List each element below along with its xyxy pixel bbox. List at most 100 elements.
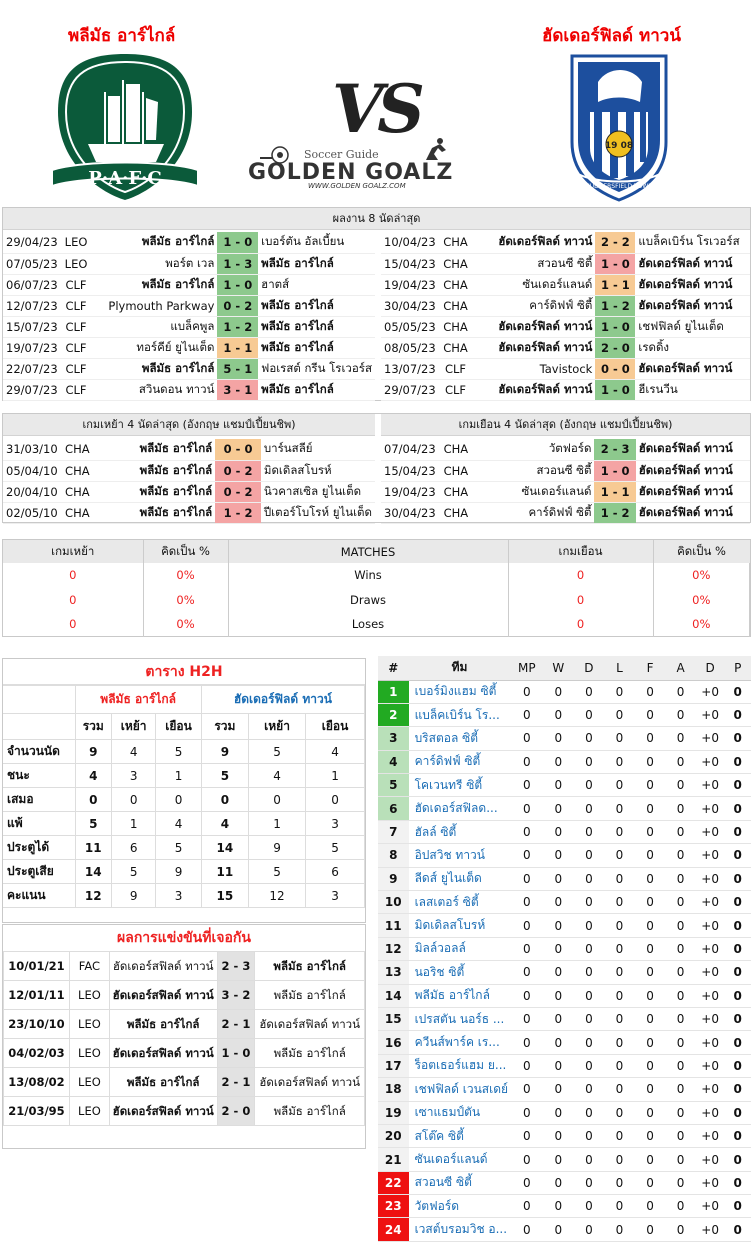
match-row[interactable]: 30/04/23 CHA คาร์ดิฟฟ์ ซิตี้ 1 - 2 ฮัดเดอร์ฟ… xyxy=(381,295,750,316)
match-row[interactable]: 15/07/23 CLF แบล็คพูล 1 - 2 พลีมัธ อาร์ไกล์ xyxy=(3,316,375,337)
standings-team[interactable]: เลสเตอร์ ซิตี้ xyxy=(408,890,511,915)
standings-row[interactable]: 10 เลสเตอร์ ซิตี้ 0 0 0 0 0 0 +0 0 xyxy=(378,890,751,915)
standings-team[interactable]: เปรสตัน นอร์ธ ... xyxy=(408,1007,511,1032)
standings-team[interactable]: ซันเดอร์แลนด์ xyxy=(408,1147,511,1172)
standings-row[interactable]: 14 พลีมัธ อาร์ไกล์ 0 0 0 0 0 0 +0 0 xyxy=(378,984,751,1008)
standings-row[interactable]: 23 วัตฟอร์ด 0 0 0 0 0 0 +0 0 xyxy=(378,1194,751,1219)
match-row[interactable]: 08/05/23 CHA ฮัดเดอร์ฟิลด์ ทาวน์ 2 - 0 เรดดิ… xyxy=(381,337,750,358)
standings-team[interactable]: นอริช ซิตี้ xyxy=(408,960,511,985)
standings-row[interactable]: 20 สโต๊ค ซิตี้ 0 0 0 0 0 0 +0 0 xyxy=(378,1124,751,1149)
meeting-row[interactable]: 04/02/03 LEO ฮัดเดอร์สฟิลด์ ทาวน์ 1 - 0 พลีม… xyxy=(3,1038,365,1068)
standings-col-head[interactable]: A xyxy=(665,656,696,681)
standings-row[interactable]: 22 สวอนซี ซิตี้ 0 0 0 0 0 0 +0 0 xyxy=(378,1171,751,1196)
match-row[interactable]: 30/04/23 CHA คาร์ดิฟฟ์ ซิตี้ 1 - 2 ฮัดเดอร์ฟ… xyxy=(381,502,750,523)
standings-col-head[interactable]: D xyxy=(573,656,605,681)
standings-team[interactable]: เชฟฟิลด์ เวนสเดย์ xyxy=(408,1077,511,1102)
standings-w: 0 xyxy=(543,680,574,704)
meeting-row[interactable]: 13/08/02 LEO พลีมัธ อาร์ไกล์ 2 - 1 ฮัดเดอร์ส… xyxy=(3,1067,365,1097)
standings-col-head[interactable]: MP xyxy=(510,656,544,681)
match-row[interactable]: 10/04/23 CHA ฮัดเดอร์ฟิลด์ ทาวน์ 2 - 2 แบล็ค… xyxy=(381,232,750,253)
standings-team[interactable]: มิดเดิลสโบรห์ xyxy=(408,913,511,938)
match-row[interactable]: 02/05/10 CHA พลีมัธ อาร์ไกล์ 1 - 2 ปีเตอร์โบ… xyxy=(3,502,375,523)
meeting-row[interactable]: 10/01/21 FAC ฮัดเดอร์สฟิลด์ ทาวน์ 2 - 3 พลีม… xyxy=(3,951,365,981)
match-row[interactable]: 29/07/23 CLF ฮัดเดอร์ฟิลด์ ทาวน์ 1 - 0 ฮีเรน… xyxy=(381,379,750,400)
match-row[interactable]: 19/04/23 CHA ซันเดอร์แลนด์ 1 - 1 ฮัดเดอร์ฟิล… xyxy=(381,481,750,502)
match-row[interactable]: 05/04/10 CHA พลีมัธ อาร์ไกล์ 0 - 2 มิดเดิลสโ… xyxy=(3,460,375,481)
away-team-name[interactable]: ฮัดเดอร์ฟิลด์ ทาวน์ xyxy=(542,26,681,46)
standings-row[interactable]: 2 แบล็คเบิร์น โร... 0 0 0 0 0 0 +0 0 xyxy=(378,703,751,728)
match-row[interactable]: 06/07/23 CLF พลีมัธ อาร์ไกล์ 1 - 0 ฮาตส์ xyxy=(3,274,375,295)
match-row[interactable]: 31/03/10 CHA พลีมัธ อาร์ไกล์ 0 - 0 บาร์นสลีย… xyxy=(3,439,375,460)
standings-col-head[interactable]: L xyxy=(604,656,635,681)
standings-row[interactable]: 5 โคเวนทรี ซิตี้ 0 0 0 0 0 0 +0 0 xyxy=(378,773,751,798)
standings-row[interactable]: 7 ฮัลล์ ซิตี้ 0 0 0 0 0 0 +0 0 xyxy=(378,820,751,845)
match-row[interactable]: 07/04/23 CHA วัตฟอร์ด 2 - 3 ฮัดเดอร์ฟิลด์ ทา… xyxy=(381,439,750,460)
meeting-row[interactable]: 21/03/95 LEO ฮัดเดอร์สฟิลด์ ทาวน์ 2 - 0 พลีม… xyxy=(3,1096,365,1126)
standings-row[interactable]: 11 มิดเดิลสโบรห์ 0 0 0 0 0 0 +0 0 xyxy=(378,913,751,938)
standings-p: 0 xyxy=(724,1124,751,1149)
standings-row[interactable]: 13 นอริช ซิตี้ 0 0 0 0 0 0 +0 0 xyxy=(378,960,751,985)
standings-row[interactable]: 3 บริสตอล ซิตี้ 0 0 0 0 0 0 +0 0 xyxy=(378,726,751,751)
match-row[interactable]: 12/07/23 CLF Plymouth Parkway 0 - 2 พลีมัธ อ… xyxy=(3,295,375,316)
match-row[interactable]: 15/04/23 CHA สวอนซี ซิตี้ 1 - 0 ฮัดเดอร์ฟิลด… xyxy=(381,253,750,274)
standings-team[interactable]: เบอร์มิงแฮม ซิตี้ xyxy=(408,680,511,704)
standings-col-head[interactable]: D xyxy=(695,656,725,681)
standings-row[interactable]: 9 ลีดส์ ยูไนเต็ด 0 0 0 0 0 0 +0 0 xyxy=(378,867,751,892)
match-row[interactable]: 19/04/23 CHA ซันเดอร์แลนด์ 1 - 1 ฮัดเดอร์ฟิล… xyxy=(381,274,750,295)
standings-team[interactable]: ควีนส์พาร์ค เร... xyxy=(408,1030,511,1055)
standings-row[interactable]: 18 เชฟฟิลด์ เวนสเดย์ 0 0 0 0 0 0 +0 0 xyxy=(378,1077,751,1102)
standings-row[interactable]: 4 คาร์ดิฟฟ์ ซิตี้ 0 0 0 0 0 0 +0 0 xyxy=(378,750,751,775)
standings-row[interactable]: 8 อิปสวิช ทาวน์ 0 0 0 0 0 0 +0 0 xyxy=(378,843,751,868)
standings-col-head[interactable]: P xyxy=(724,656,751,681)
standings-w: 0 xyxy=(543,726,574,751)
standings-row[interactable]: 17 ร็อตเธอร์แฮม ย... 0 0 0 0 0 0 +0 0 xyxy=(378,1054,751,1079)
standings-team[interactable]: โคเวนทรี ซิตี้ xyxy=(408,773,511,798)
standings-row[interactable]: 16 ควีนส์พาร์ค เร... 0 0 0 0 0 0 +0 0 xyxy=(378,1030,751,1055)
standings-col-head[interactable]: W xyxy=(543,656,574,681)
standings-row[interactable]: 21 ซันเดอร์แลนด์ 0 0 0 0 0 0 +0 0 xyxy=(378,1147,751,1172)
standings-team[interactable]: สวอนซี ซิตี้ xyxy=(408,1171,511,1196)
summary-cell: 0% xyxy=(653,563,750,588)
away-side: ฮัดเดอร์ฟิลด์ ทาวน์ xyxy=(638,462,733,477)
standings-col-head[interactable]: ทีม xyxy=(408,656,511,681)
match-row[interactable]: 22/07/23 CLF พลีมัธ อาร์ไกล์ 5 - 1 ฟอเรสต์ ก… xyxy=(3,358,375,379)
match-row[interactable]: 29/04/23 LEO พลีมัธ อาร์ไกล์ 1 - 0 เบอร์ตัน … xyxy=(3,232,375,253)
standings-team[interactable]: แบล็คเบิร์น โร... xyxy=(408,703,511,728)
standings-team[interactable]: บริสตอล ซิตี้ xyxy=(408,726,511,751)
standings-team[interactable]: คาร์ดิฟฟ์ ซิตี้ xyxy=(408,750,511,775)
standings-team[interactable]: ฮัดเดอร์สฟิลด... xyxy=(408,796,511,821)
match-row[interactable]: 19/07/23 CLF ทอร์คีย์ ยูไนเต็ด 1 - 1 พลีมัธ … xyxy=(3,337,375,358)
meetings-table: 10/01/21 FAC ฮัดเดอร์สฟิลด์ ทาวน์ 2 - 3 พลีม… xyxy=(3,951,365,1126)
standings-team[interactable]: พลีมัธ อาร์ไกล์ xyxy=(408,984,511,1008)
match-row[interactable]: 29/07/23 CLF สวินดอน ทาวน์ 3 - 1 พลีมัธ อาร์… xyxy=(3,379,375,400)
home-side: ฮัดเดอร์ฟิลด์ ทาวน์ xyxy=(498,339,593,354)
standings-team[interactable]: ฮัลล์ ซิตี้ xyxy=(408,820,511,845)
standings-team[interactable]: ร็อตเธอร์แฮม ย... xyxy=(408,1054,511,1079)
standings-row[interactable]: 19 เซาแธมป์ตัน 0 0 0 0 0 0 +0 0 xyxy=(378,1101,751,1125)
standings-row[interactable]: 24 เวสต์บรอมวิช อ... 0 0 0 0 0 0 +0 0 xyxy=(378,1217,751,1242)
match-row[interactable]: 15/04/23 CHA สวอนซี ซิตี้ 1 - 0 ฮัดเดอร์ฟิลด… xyxy=(381,460,750,481)
standings-col-head[interactable]: # xyxy=(378,656,409,681)
standings-team[interactable]: สโต๊ค ซิตี้ xyxy=(408,1124,511,1149)
standings-team[interactable]: อิปสวิช ทาวน์ xyxy=(408,843,511,868)
standings-team[interactable]: เซาแธมป์ตัน xyxy=(408,1101,511,1125)
home-team-name[interactable]: พลีมัธ อาร์ไกล์ xyxy=(68,26,176,46)
standings-row[interactable]: 12 มิลล์วอลล์ 0 0 0 0 0 0 +0 0 xyxy=(378,937,751,962)
standings-team[interactable]: ลีดส์ ยูไนเต็ด xyxy=(408,867,511,892)
standings-row[interactable]: 15 เปรสตัน นอร์ธ ... 0 0 0 0 0 0 +0 0 xyxy=(378,1007,751,1032)
standings-p: 0 xyxy=(724,726,751,751)
standings-team[interactable]: เวสต์บรอมวิช อ... xyxy=(408,1217,511,1242)
match-row[interactable]: 05/05/23 CHA ฮัดเดอร์ฟิลด์ ทาวน์ 1 - 0 เชฟฟิ… xyxy=(381,316,750,337)
standings-row[interactable]: 1 เบอร์มิงแฮม ซิตี้ 0 0 0 0 0 0 +0 0 xyxy=(378,680,751,704)
standings-col-head[interactable]: F xyxy=(634,656,666,681)
standings-team[interactable]: มิลล์วอลล์ xyxy=(408,937,511,962)
standings-section: # ทีม MP W D L F A D P 1 เบอร์มิงแฮม ซิตี้ 0 0 0 0 0 0 +0… xyxy=(378,656,751,1242)
match-row[interactable]: 20/04/10 CHA พลีมัธ อาร์ไกล์ 0 - 2 นิวคาสเซิ… xyxy=(3,481,375,502)
meeting-row[interactable]: 12/01/11 LEO ฮัดเดอร์สฟิลด์ ทาวน์ 3 - 2 พลีม… xyxy=(3,980,365,1010)
match-row[interactable]: 07/05/23 LEO พอร์ต เวล 1 - 3 พลีมัธ อาร์ไกล์ xyxy=(3,253,375,274)
meeting-row[interactable]: 23/10/10 LEO พลีมัธ อาร์ไกล์ 2 - 1 ฮัดเดอร์ส… xyxy=(3,1009,365,1039)
standings-team[interactable]: วัตฟอร์ด xyxy=(408,1194,511,1219)
h2h-row-label: ชนะ xyxy=(3,763,76,788)
standings-row[interactable]: 6 ฮัดเดอร์สฟิลด... 0 0 0 0 0 0 +0 0 xyxy=(378,796,751,821)
match-row[interactable]: 13/07/23 CLF Tavistock 0 - 0 ฮัดเดอร์ฟิลด์ ท… xyxy=(381,358,750,379)
